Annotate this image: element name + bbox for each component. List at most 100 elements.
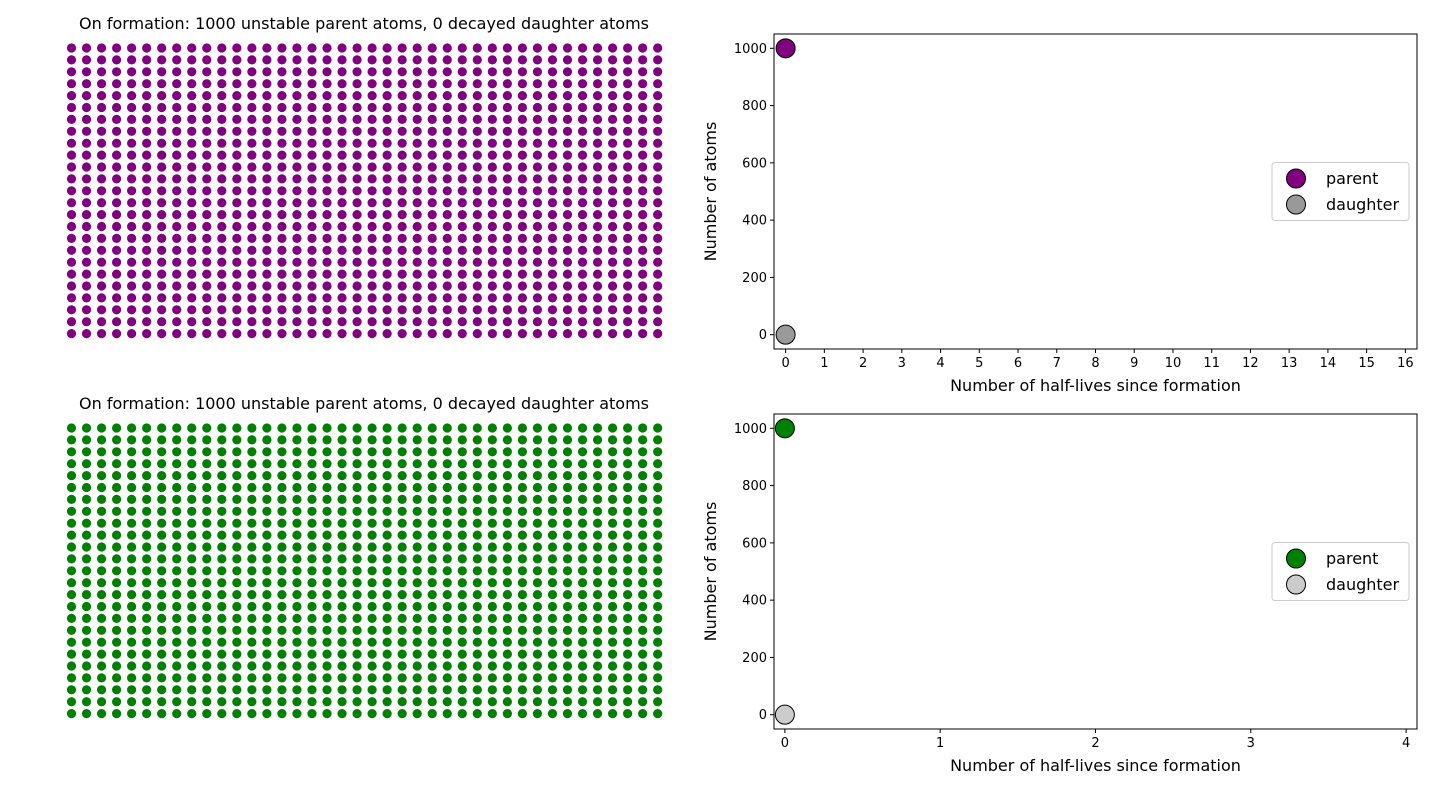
parent-atom-dot <box>623 578 633 588</box>
parent-atom-dot <box>352 435 362 445</box>
parent-atom-dot <box>96 186 107 196</box>
parent-atom-dot <box>623 317 633 327</box>
parent-atom-dot <box>232 601 242 612</box>
parent-atom-dot <box>111 138 122 148</box>
parent-atom-dot <box>142 221 152 232</box>
parent-atom-dot <box>367 506 377 516</box>
parent-atom-dot <box>532 305 543 315</box>
parent-atom-dot <box>66 210 77 220</box>
parent-atom-dot <box>157 697 167 707</box>
parent-atom-dot <box>337 210 347 220</box>
parent-atom-dot <box>382 625 392 635</box>
parent-atom-dot <box>232 114 242 124</box>
parent-atom-dot <box>247 661 257 671</box>
parent-atom-dot <box>217 281 227 291</box>
parent-atom-dot <box>217 613 227 624</box>
parent-atom-dot <box>96 697 107 707</box>
parent-atom-dot <box>623 625 633 635</box>
parent-atom-dot <box>322 221 332 232</box>
parent-atom-dot <box>382 43 392 53</box>
parent-atom-dot <box>547 554 558 564</box>
parent-atom-dot <box>352 257 362 267</box>
parent-atom-dot <box>592 530 603 540</box>
parent-atom-dot <box>352 637 362 647</box>
x-tick-label: 14 <box>1320 356 1337 371</box>
parent-atom-dot <box>232 625 242 635</box>
parent-atom-dot <box>532 578 543 588</box>
parent-atom-dot <box>292 138 302 148</box>
parent-atom-dot <box>262 506 272 516</box>
parent-atom-dot <box>307 221 317 232</box>
parent-atom-dot <box>653 518 663 528</box>
parent-atom-dot <box>547 637 558 647</box>
parent-atom-dot <box>487 613 497 624</box>
parent-atom-dot <box>382 709 392 719</box>
parent-atom-dot <box>623 43 633 53</box>
parent-atom-dot <box>638 566 648 576</box>
parent-atom-dot <box>532 329 543 339</box>
parent-atom-dot <box>502 518 512 528</box>
parent-atom-dot <box>562 447 573 457</box>
parent-atom-dot <box>607 245 618 255</box>
parent-atom-dot <box>517 471 528 481</box>
parent-atom-dot <box>111 542 122 552</box>
parent-atom-dot <box>457 661 467 671</box>
parent-atom-dot <box>307 566 317 576</box>
parent-atom-dot <box>81 459 92 469</box>
parent-atom-dot <box>367 685 377 695</box>
parent-atom-dot <box>487 281 497 291</box>
parent-atom-dot <box>142 114 152 124</box>
parent-atom-dot <box>367 138 377 148</box>
parent-atom-dot <box>142 494 152 504</box>
parent-atom-dot <box>517 257 528 267</box>
parent-atom-dot <box>472 91 482 101</box>
parent-atom-dot <box>487 102 497 113</box>
parent-atom-dot <box>457 305 467 315</box>
parent-atom-dot <box>517 459 528 469</box>
parent-atom-dot <box>81 257 92 267</box>
parent-atom-dot <box>111 257 122 267</box>
parent-atom-dot <box>292 494 302 504</box>
parent-atom-dot <box>382 447 392 457</box>
parent-atom-dot <box>66 245 77 255</box>
parent-atom-dot <box>247 685 257 695</box>
parent-atom-dot <box>217 685 227 695</box>
parent-atom-dot <box>187 245 197 255</box>
parent-atom-dot <box>157 55 167 65</box>
parent-atom-dot <box>547 649 558 659</box>
parent-atom-dot <box>292 518 302 528</box>
parent-atom-dot <box>638 126 648 136</box>
parent-atom-dot <box>307 554 317 564</box>
parent-atom-dot <box>653 709 663 719</box>
x-tick-label: 1 <box>936 736 944 751</box>
parent-atom-dot <box>307 305 317 315</box>
parent-atom-dot <box>427 649 437 659</box>
parent-atom-dot <box>202 482 212 493</box>
parent-atom-dot <box>397 590 407 600</box>
parent-atom-dot <box>142 601 152 612</box>
parent-atom-dot <box>292 305 302 315</box>
parent-atom-dot <box>66 542 77 552</box>
legend-marker-parent <box>1286 168 1306 189</box>
parent-atom-dot <box>352 55 362 65</box>
parent-atom-dot <box>247 637 257 647</box>
parent-atom-dot <box>412 245 422 255</box>
parent-atom-dot <box>472 590 482 600</box>
parent-atom-dot <box>172 293 182 303</box>
parent-atom-dot <box>517 709 528 719</box>
parent-atom-dot <box>172 578 182 588</box>
parent-atom-dot <box>653 210 663 220</box>
parent-atom-dot <box>472 55 482 65</box>
parent-atom-dot <box>232 174 242 184</box>
parent-atom-dot <box>337 709 347 719</box>
parent-atom-dot <box>592 423 603 433</box>
parent-atom-dot <box>307 269 317 279</box>
parent-atom-dot <box>337 150 347 160</box>
parent-atom-dot <box>262 245 272 255</box>
parent-atom-dot <box>532 530 543 540</box>
parent-atom-dot <box>247 506 257 516</box>
parent-atom-dot <box>81 685 92 695</box>
parent-atom-dot <box>427 126 437 136</box>
parent-atom-dot <box>623 637 633 647</box>
parent-atom-dot <box>202 613 212 624</box>
